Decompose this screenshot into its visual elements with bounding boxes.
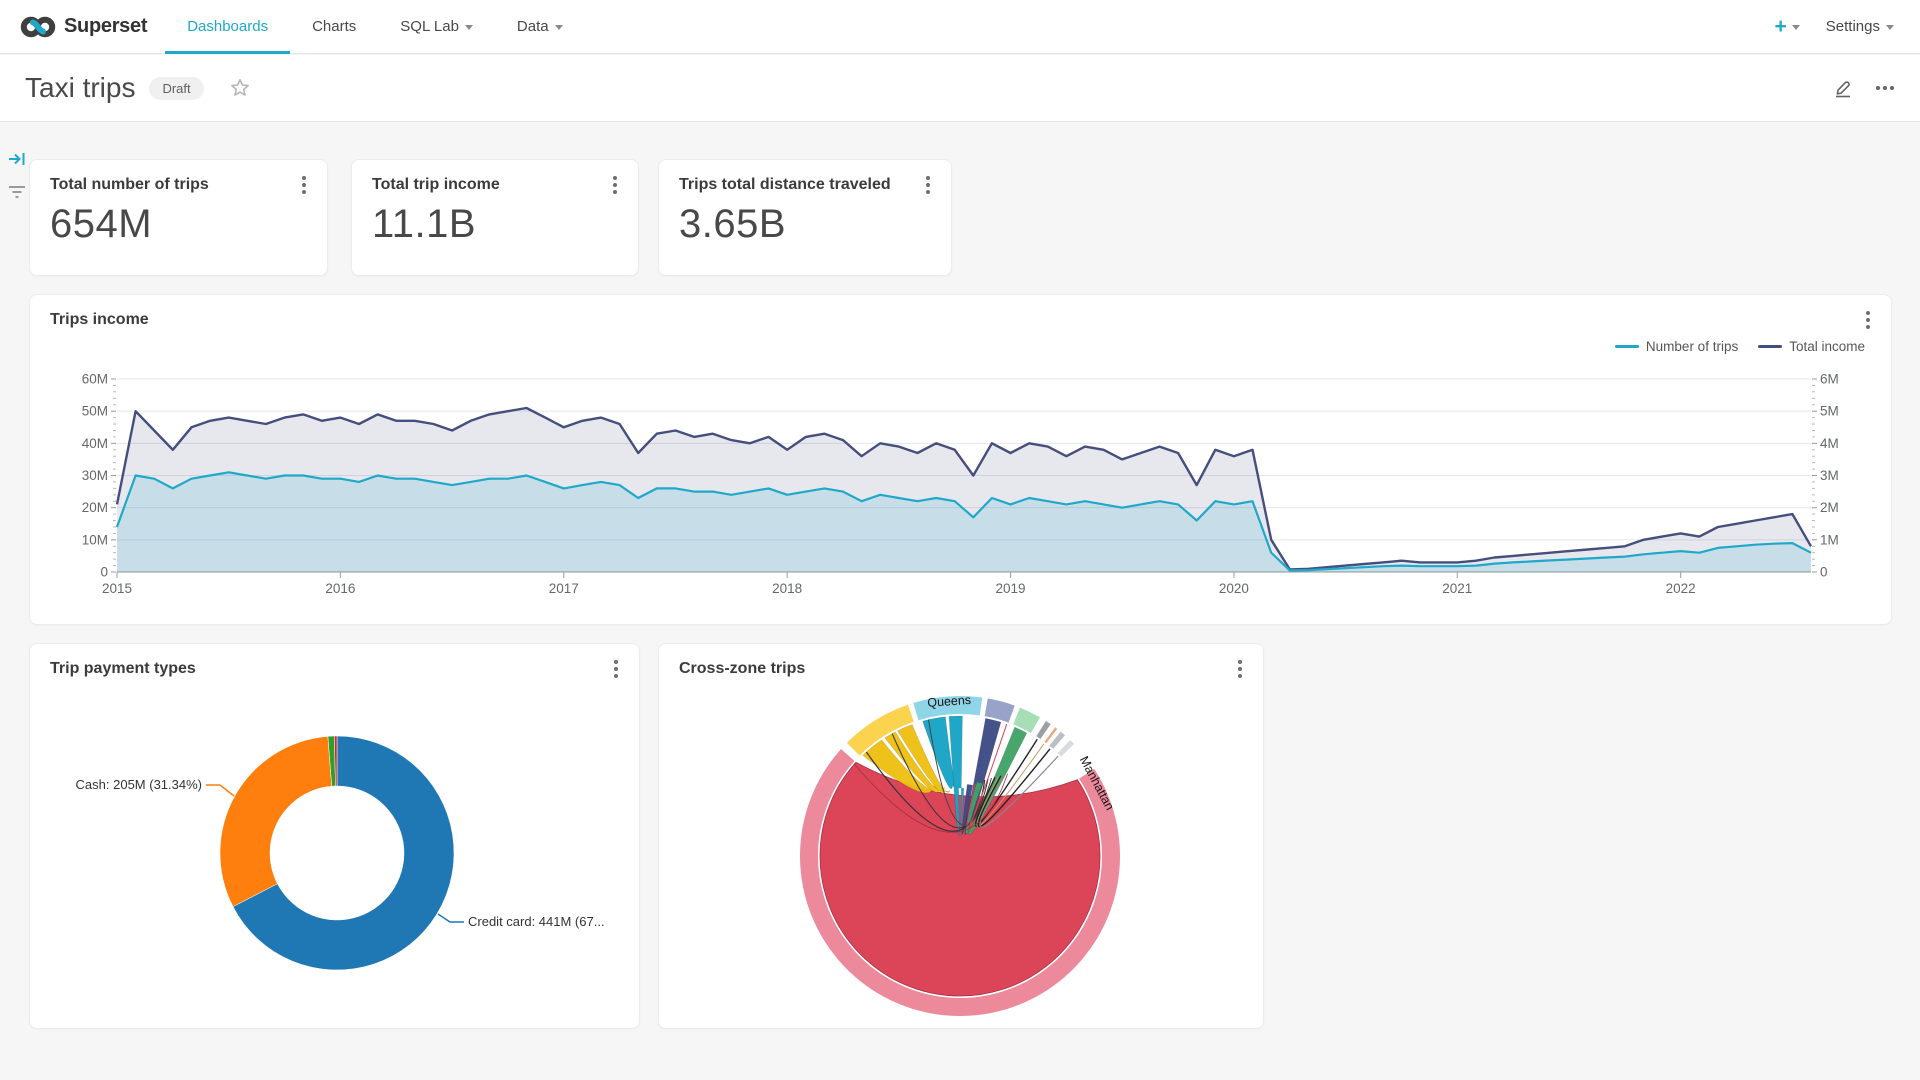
more-vertical-icon[interactable]: [917, 172, 939, 198]
nav-item-data[interactable]: Data: [495, 0, 585, 54]
payment-types-panel: Trip payment types Cash: 205M (31.34%) Cr…: [29, 643, 640, 1029]
legend-swatch: [1614, 345, 1639, 348]
legend-swatch: [1758, 345, 1783, 348]
nav-right-actions: + Settings: [1775, 16, 1920, 37]
more-vertical-icon[interactable]: [1857, 307, 1879, 333]
svg-text:40M: 40M: [82, 436, 108, 451]
kpi-title: Total trip income: [372, 176, 500, 193]
nav-item-sql-lab[interactable]: SQL Lab: [378, 0, 495, 54]
expand-filter-bar-icon[interactable]: [8, 150, 26, 168]
svg-text:0: 0: [100, 565, 108, 580]
caret-down-icon: [554, 25, 563, 30]
legend-item-total-income[interactable]: Total income: [1758, 339, 1865, 354]
more-vertical-icon[interactable]: [604, 172, 626, 198]
caret-down-icon: [1886, 25, 1894, 30]
svg-text:2019: 2019: [996, 581, 1026, 596]
svg-text:Credit card: 441M (67...: Credit card: 441M (67...: [468, 914, 605, 929]
svg-text:50M: 50M: [82, 404, 108, 419]
kpi-value: 3.65B: [679, 202, 787, 246]
more-vertical-icon[interactable]: [605, 656, 627, 682]
trips-income-line-chart[interactable]: 0 0 10M 1M 20M 2M 30M 3M 40M 4M 50M 5M 60M 6M 2015 2016…: [30, 295, 1893, 626]
status-badge: Draft: [149, 76, 204, 100]
plus-icon: +: [1774, 15, 1787, 38]
svg-text:2015: 2015: [102, 581, 132, 596]
svg-text:1M: 1M: [1820, 532, 1839, 547]
svg-text:60M: 60M: [82, 372, 108, 387]
svg-text:6M: 6M: [1820, 372, 1839, 387]
payment-donut-chart[interactable]: Cash: 205M (31.34%) Credit card: 441M (67…: [30, 644, 641, 1030]
chart-legend: Number of trips Total income: [1614, 339, 1865, 354]
svg-text:0: 0: [1820, 565, 1828, 580]
more-vertical-icon[interactable]: [1229, 656, 1251, 682]
caret-down-icon: [1791, 25, 1800, 30]
page-title: Taxi trips: [25, 72, 136, 103]
chart-title: Trip payment types: [50, 660, 196, 677]
svg-text:10M: 10M: [82, 532, 108, 547]
filter-icon[interactable]: [8, 184, 26, 200]
kpi-card-total-distance: Trips total distance traveled 3.65B: [658, 159, 952, 276]
nav-item-dashboards[interactable]: Dashboards: [165, 0, 290, 54]
filter-rail: [4, 150, 30, 200]
legend-item-number-of-trips[interactable]: Number of trips: [1614, 339, 1738, 354]
cross-zone-panel: Cross-zone trips Manhattan Queens: [658, 643, 1264, 1029]
svg-text:2018: 2018: [772, 581, 802, 596]
kpi-card-total-trips: Total number of trips 654M: [29, 159, 328, 276]
svg-text:2016: 2016: [325, 581, 355, 596]
svg-text:2020: 2020: [1219, 581, 1249, 596]
svg-text:20M: 20M: [82, 500, 108, 515]
nav-item-charts[interactable]: Charts: [312, 18, 357, 35]
top-navigation-bar: Superset Dashboards Charts SQL Lab Data …: [0, 0, 1920, 54]
svg-text:2017: 2017: [549, 581, 579, 596]
trips-income-panel: Trips income Number of trips Total incom…: [29, 294, 1892, 625]
svg-text:30M: 30M: [82, 468, 108, 483]
more-horizontal-icon[interactable]: [1876, 86, 1894, 90]
main-nav: Dashboards Charts SQL Lab Data: [165, 0, 584, 54]
kpi-title: Total number of trips: [50, 176, 209, 193]
more-vertical-icon[interactable]: [293, 172, 315, 198]
caret-down-icon: [464, 25, 473, 30]
edit-icon[interactable]: [1832, 77, 1854, 99]
superset-logo[interactable]: Superset: [0, 14, 165, 40]
favorite-star-icon[interactable]: [230, 78, 250, 98]
settings-menu[interactable]: Settings: [1826, 18, 1894, 35]
chart-title: Trips income: [50, 311, 149, 328]
brand-name: Superset: [64, 15, 148, 37]
dashboard-title-bar: Taxi trips Draft: [0, 55, 1920, 122]
kpi-card-trip-income: Total trip income 11.1B: [351, 159, 639, 276]
svg-text:2M: 2M: [1820, 500, 1839, 515]
svg-text:Queens: Queens: [927, 693, 972, 710]
svg-text:Cash: 205M (31.34%): Cash: 205M (31.34%): [76, 777, 202, 792]
kpi-title: Trips total distance traveled: [679, 176, 891, 193]
dashboard-content: Total number of trips 654M Total trip in…: [0, 122, 1920, 1080]
title-actions: [1832, 77, 1920, 99]
svg-text:2021: 2021: [1442, 581, 1472, 596]
new-item-button[interactable]: +: [1775, 16, 1800, 37]
kpi-value: 654M: [50, 202, 153, 246]
chart-title: Cross-zone trips: [679, 660, 806, 677]
superset-infinity-icon: [20, 16, 56, 37]
kpi-value: 11.1B: [372, 202, 477, 246]
svg-text:4M: 4M: [1820, 436, 1839, 451]
svg-text:5M: 5M: [1820, 404, 1839, 419]
svg-text:3M: 3M: [1820, 468, 1839, 483]
svg-text:2022: 2022: [1666, 581, 1696, 596]
